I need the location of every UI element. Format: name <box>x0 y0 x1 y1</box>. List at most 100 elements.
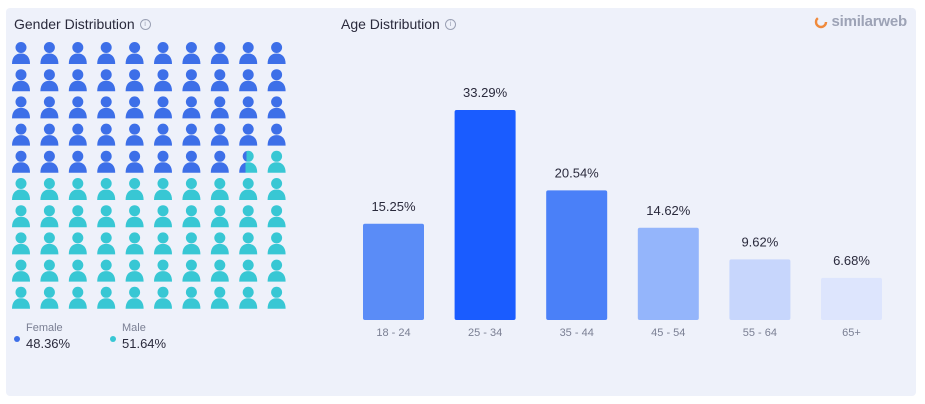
person-icon <box>97 150 116 173</box>
person-icon <box>40 123 59 146</box>
person-icon <box>239 286 258 309</box>
age-bar[interactable] <box>363 223 424 320</box>
person-icon <box>210 178 229 200</box>
person-icon <box>182 150 201 173</box>
bar-value-label: 6.68% <box>833 253 870 268</box>
info-icon[interactable]: i <box>139 18 151 30</box>
person-icon <box>239 205 258 228</box>
person-icon <box>40 69 59 92</box>
person-icon <box>210 69 229 92</box>
person-icon <box>40 205 59 228</box>
age-bar[interactable] <box>637 227 699 320</box>
person-icon <box>182 42 201 64</box>
person-icon <box>182 259 201 282</box>
person-icon <box>125 205 144 228</box>
person-icon <box>210 96 229 119</box>
person-icon <box>68 205 87 228</box>
person-icon <box>68 150 87 173</box>
person-icon <box>68 69 87 92</box>
person-icon <box>182 286 201 309</box>
person-icon <box>239 178 258 200</box>
person-icon <box>239 96 258 119</box>
age-bar[interactable] <box>729 259 791 320</box>
person-icon <box>154 178 172 200</box>
bar-value-label: 15.25% <box>371 199 416 214</box>
person-icon <box>97 123 116 146</box>
person-icon <box>97 259 116 282</box>
person-icon <box>210 259 229 282</box>
person-icon <box>267 123 286 146</box>
person-icon <box>239 42 258 64</box>
gender-pictogram <box>12 42 286 309</box>
person-icon <box>97 232 116 255</box>
person-icon <box>267 286 286 309</box>
similarweb-logo: similarweb <box>814 13 907 30</box>
person-icon <box>125 178 144 200</box>
gender-distribution-title: Gender Distribution i <box>14 16 151 32</box>
person-icon <box>68 42 87 64</box>
bar-value-label: 20.54% <box>555 165 600 180</box>
person-icon <box>154 96 172 119</box>
person-icon <box>267 96 286 119</box>
person-icon <box>154 123 172 146</box>
age-title-text: Age Distribution <box>341 16 440 32</box>
x-tick-label: 25 - 34 <box>468 327 502 339</box>
person-icon <box>239 150 258 173</box>
person-icon <box>68 178 87 200</box>
person-icon <box>12 69 30 92</box>
person-icon <box>210 205 229 228</box>
person-icon <box>267 42 286 64</box>
person-icon <box>267 259 286 282</box>
person-icon <box>125 96 144 119</box>
person-icon <box>97 286 116 309</box>
person-icon <box>182 205 201 228</box>
age-distribution-title: Age Distribution i <box>341 16 456 32</box>
person-icon <box>154 42 172 64</box>
person-icon <box>12 232 30 255</box>
person-icon <box>182 178 201 200</box>
legend-label: Male <box>122 322 146 334</box>
person-icon <box>40 178 59 200</box>
age-bar[interactable] <box>454 110 516 320</box>
person-icon <box>97 205 116 228</box>
similarweb-logo-icon <box>815 15 828 28</box>
person-icon <box>182 232 201 255</box>
person-icon <box>154 205 172 228</box>
person-icon <box>97 178 116 200</box>
legend-label: Female <box>26 322 63 334</box>
person-icon <box>267 205 286 228</box>
x-tick-label: 35 - 44 <box>560 327 594 339</box>
person-icon <box>125 123 144 146</box>
age-bar[interactable] <box>821 277 882 320</box>
person-icon <box>239 232 258 255</box>
age-bar[interactable] <box>546 190 608 320</box>
brand-name: similarweb <box>831 13 907 30</box>
person-icon <box>154 232 172 255</box>
legend-female: Female 48.36% <box>14 322 70 351</box>
person-icon <box>210 150 229 173</box>
x-tick-label: 45 - 54 <box>651 327 685 339</box>
person-icon <box>125 150 144 173</box>
person-icon <box>210 42 229 64</box>
person-icon <box>12 42 30 64</box>
female-legend-dot <box>14 336 20 342</box>
person-icon <box>97 96 116 119</box>
person-icon <box>12 259 30 282</box>
person-icon <box>68 123 87 146</box>
person-icon <box>267 150 286 173</box>
person-icon <box>154 69 172 92</box>
person-icon <box>210 232 229 255</box>
person-icon <box>267 178 286 200</box>
person-icon <box>125 232 144 255</box>
person-icon <box>125 69 144 92</box>
person-icon <box>182 96 201 119</box>
person-icon <box>40 232 59 255</box>
legend-value: 51.64% <box>122 336 167 351</box>
bar-value-label: 33.29% <box>463 85 508 100</box>
person-icon <box>182 69 201 92</box>
person-icon <box>125 259 144 282</box>
info-icon[interactable]: i <box>444 18 456 30</box>
person-icon <box>40 259 59 282</box>
bar-value-label: 14.62% <box>646 203 691 218</box>
person-icon <box>12 205 30 228</box>
